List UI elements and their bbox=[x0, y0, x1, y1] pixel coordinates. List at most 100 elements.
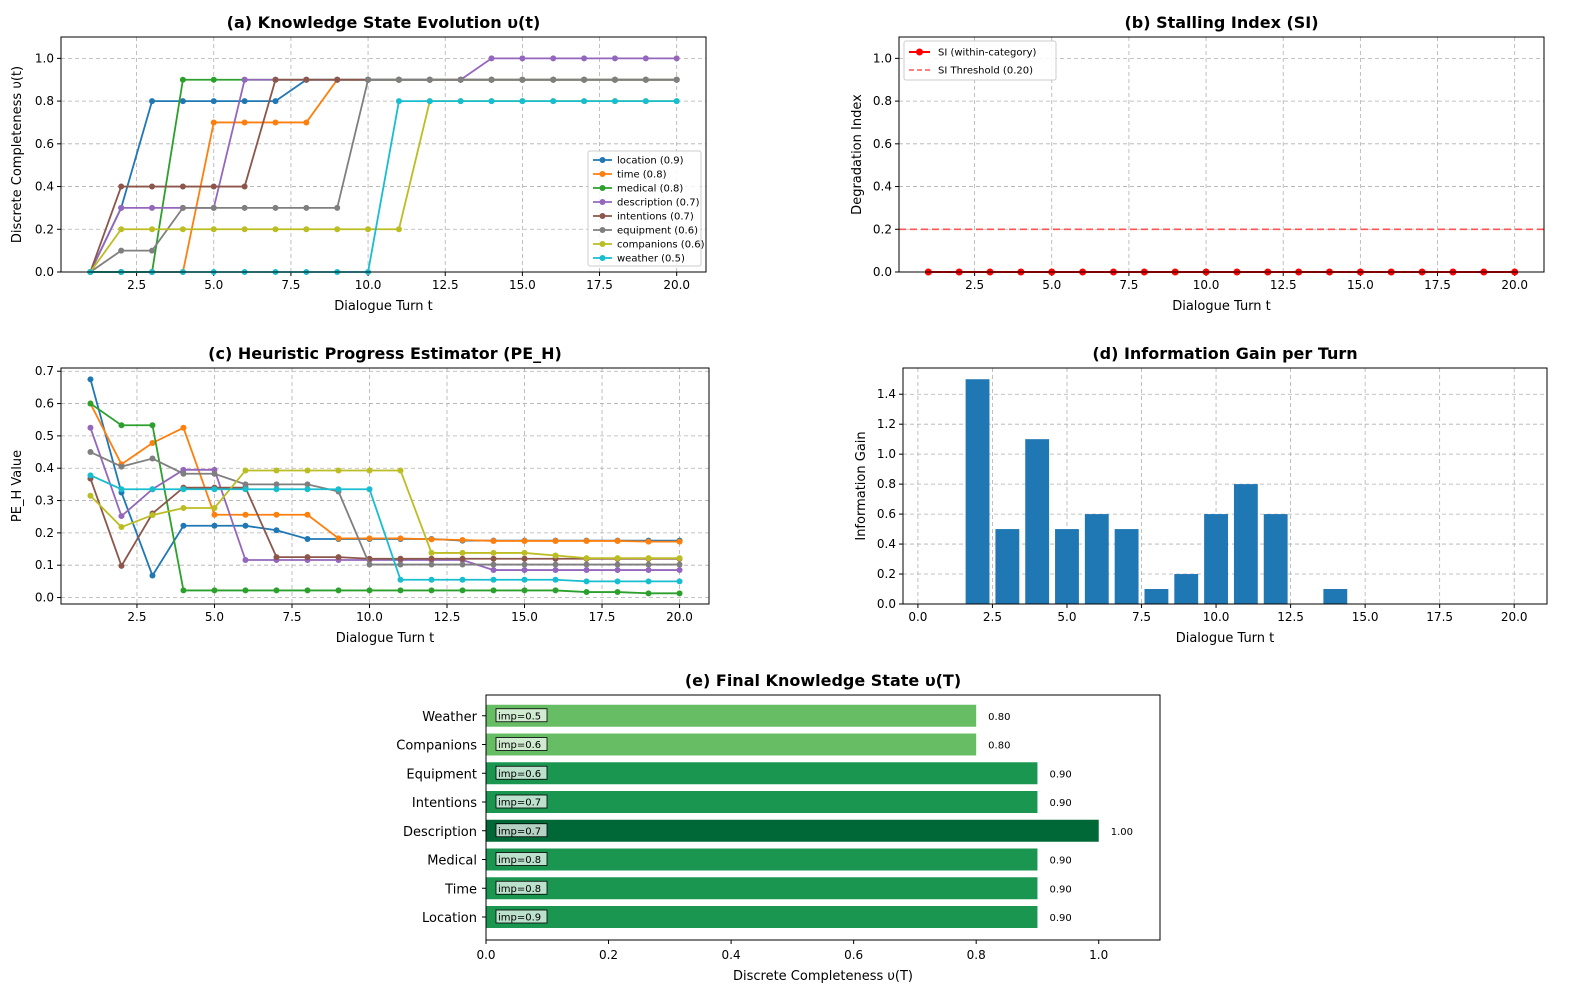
data-point bbox=[490, 576, 497, 583]
importance-label: imp=0.5 bbox=[498, 711, 541, 722]
x-tick-label: 10.0 bbox=[1193, 278, 1220, 292]
data-point bbox=[428, 536, 435, 543]
data-point bbox=[118, 226, 125, 233]
data-point bbox=[118, 422, 125, 429]
legend-entry: location (0.9) bbox=[617, 156, 684, 167]
data-point bbox=[488, 76, 495, 83]
legend-entry: equipment (0.6) bbox=[617, 226, 698, 237]
legend-entry: intentions (0.7) bbox=[617, 212, 694, 223]
data-point bbox=[365, 76, 372, 83]
data-point bbox=[303, 76, 310, 83]
data-point bbox=[397, 587, 404, 594]
data-point bbox=[426, 98, 433, 105]
legend-entry: weather (0.5) bbox=[617, 254, 685, 265]
data-point bbox=[149, 247, 156, 254]
data-point bbox=[365, 226, 372, 233]
data-point bbox=[180, 470, 187, 477]
x-tick-label: 5.0 bbox=[1042, 278, 1061, 292]
plot-frame bbox=[902, 367, 1548, 605]
data-point bbox=[397, 576, 404, 583]
x-tick-label: 0.8 bbox=[967, 948, 986, 962]
data-point bbox=[519, 55, 526, 62]
data-point bbox=[179, 98, 186, 105]
data-point bbox=[428, 549, 435, 556]
data-point bbox=[149, 204, 156, 211]
data-point bbox=[395, 98, 402, 105]
legend-swatch-marker bbox=[916, 48, 923, 56]
data-point bbox=[304, 587, 311, 594]
series-line-series-6 bbox=[89, 469, 680, 559]
x-tick-label: 20.0 bbox=[666, 610, 693, 624]
data-point bbox=[242, 557, 249, 564]
data-point bbox=[583, 567, 590, 574]
panel-title: (d) Information Gain per Turn bbox=[1092, 344, 1357, 363]
data-point bbox=[273, 587, 280, 594]
data-point bbox=[273, 511, 280, 518]
data-point bbox=[459, 587, 466, 594]
legend-entry: description (0.7) bbox=[617, 198, 700, 209]
data-point bbox=[334, 226, 341, 233]
y-tick-label: 1.2 bbox=[877, 417, 896, 431]
data-point bbox=[645, 538, 652, 545]
data-point bbox=[242, 481, 249, 488]
value-label: 0.90 bbox=[1049, 798, 1071, 809]
data-point bbox=[397, 555, 404, 562]
data-point bbox=[149, 422, 156, 429]
data-point bbox=[211, 587, 218, 594]
data-point bbox=[335, 535, 342, 542]
data-point bbox=[149, 486, 156, 493]
data-point bbox=[118, 463, 125, 470]
legend-box bbox=[903, 40, 1057, 81]
data-point bbox=[428, 561, 435, 568]
x-tick-label: 5.0 bbox=[1057, 610, 1076, 624]
data-point bbox=[676, 561, 683, 568]
data-point bbox=[426, 76, 433, 83]
data-point bbox=[210, 119, 217, 126]
plot-frame bbox=[60, 36, 707, 273]
x-tick-label: 5.0 bbox=[205, 610, 224, 624]
y-tick-label: 0.2 bbox=[873, 222, 892, 236]
data-point bbox=[272, 76, 279, 83]
data-point bbox=[552, 587, 559, 594]
x-axis-label: Dialogue Turn t bbox=[334, 299, 433, 314]
category-label: Time bbox=[444, 882, 477, 897]
data-point bbox=[397, 535, 404, 542]
legend-swatch-marker bbox=[599, 241, 606, 247]
data-point bbox=[581, 76, 588, 83]
data-point bbox=[428, 576, 435, 583]
data-point bbox=[614, 555, 621, 562]
data-point bbox=[334, 76, 341, 83]
data-point bbox=[179, 76, 186, 83]
x-tick-label: 7.5 bbox=[281, 278, 300, 292]
data-point bbox=[611, 76, 618, 83]
importance-label: imp=0.6 bbox=[498, 740, 541, 751]
data-point bbox=[304, 536, 311, 543]
x-tick-label: 17.5 bbox=[589, 610, 616, 624]
data-point bbox=[521, 537, 528, 544]
data-point bbox=[241, 204, 248, 211]
x-tick-label: 17.5 bbox=[1426, 610, 1453, 624]
panel-title: (e) Final Knowledge State υ(T) bbox=[685, 671, 961, 690]
data-point bbox=[242, 467, 249, 474]
y-axis-label: Degradation Index bbox=[850, 94, 865, 215]
data-point bbox=[614, 589, 621, 596]
bar bbox=[1263, 514, 1288, 604]
x-tick-label: 15.0 bbox=[509, 278, 536, 292]
data-point bbox=[366, 486, 373, 493]
data-point bbox=[521, 561, 528, 568]
value-label: 0.90 bbox=[1049, 769, 1071, 780]
data-point bbox=[552, 552, 559, 559]
data-point bbox=[550, 55, 557, 62]
bar bbox=[995, 529, 1020, 604]
data-point bbox=[273, 527, 280, 534]
x-tick-label: 12.5 bbox=[1277, 610, 1304, 624]
data-point bbox=[550, 98, 557, 105]
importance-label: imp=0.8 bbox=[498, 855, 541, 866]
series-line-series-3 bbox=[89, 427, 680, 571]
bar bbox=[486, 791, 1038, 813]
series-line-series-0 bbox=[89, 379, 680, 578]
data-point bbox=[335, 486, 342, 493]
data-point bbox=[676, 555, 683, 562]
x-tick-label: 2.5 bbox=[127, 278, 146, 292]
bar bbox=[1084, 514, 1109, 604]
